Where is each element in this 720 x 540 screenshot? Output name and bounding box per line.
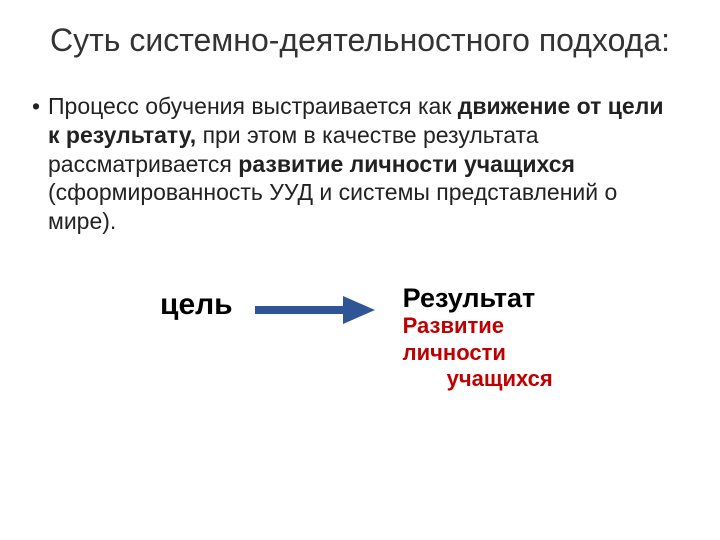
para-seg1: Процесс обучения выстраивается как xyxy=(48,93,458,119)
arrow-icon xyxy=(255,284,375,324)
result-block: Результат Развитие личности учащихся xyxy=(403,284,553,393)
arrow-svg xyxy=(255,296,375,324)
arrow-shaft xyxy=(255,306,347,314)
sub-line2: личности xyxy=(403,340,506,365)
result-subtext: Развитие личности учащихся xyxy=(403,313,553,392)
para-seg4-bold: развитие личности учащихся xyxy=(238,151,575,177)
goal-label: цель xyxy=(160,284,233,322)
sub-line1: Развитие xyxy=(403,313,504,338)
goal-result-diagram: цель Результат Развитие личности учащихс… xyxy=(40,284,680,393)
bullet-paragraph: •Процесс обучения выстраивается как движ… xyxy=(40,92,680,236)
sub-line3: учащихся xyxy=(403,366,553,392)
slide-title: Суть системно-деятельностного подхода: xyxy=(40,20,680,60)
slide: Суть системно-деятельностного подхода: •… xyxy=(0,0,720,423)
arrow-head xyxy=(343,296,375,324)
bullet-marker: • xyxy=(40,92,48,121)
para-seg5: (сформированность УУД и системы представ… xyxy=(48,179,617,234)
result-label: Результат xyxy=(403,284,553,314)
